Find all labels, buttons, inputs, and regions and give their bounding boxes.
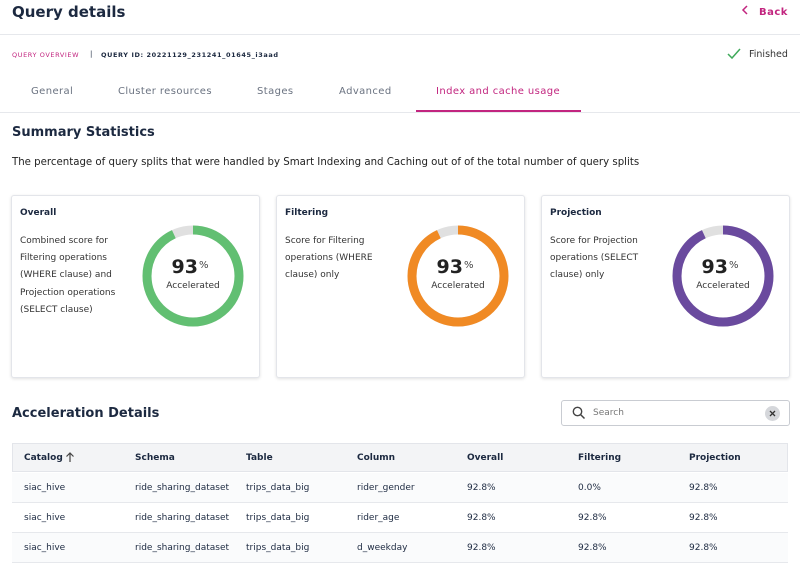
gauge-caption: Accelerated — [166, 281, 219, 291]
table-cell: siac_hive — [24, 543, 66, 553]
tab[interactable]: Advanced — [339, 86, 392, 97]
tab-divider — [0, 112, 800, 113]
table-cell: 92.8% — [689, 513, 718, 523]
chevron-icon — [741, 5, 748, 15]
card-text: Score for Projection operations (SELECT … — [550, 236, 639, 281]
gauge-unit: % — [729, 260, 739, 271]
table-cell: rider_gender — [357, 483, 415, 493]
table-cell: trips_data_big — [246, 543, 310, 553]
search-box[interactable]: Search — [561, 400, 790, 426]
gauge-unit: % — [464, 260, 474, 271]
gauge-number: 93 — [437, 256, 463, 278]
table-cell: trips_data_big — [246, 483, 310, 493]
back-link[interactable]: Back — [741, 5, 788, 18]
summary-card: Projection Score for Projection operation… — [541, 195, 790, 378]
table-row — [12, 503, 788, 533]
table-cell: ride_sharing_dataset — [135, 483, 230, 493]
column-header[interactable]: Table — [246, 453, 273, 463]
table-cell: 92.8% — [467, 543, 496, 553]
table-cell: siac_hive — [24, 513, 66, 523]
section-title: Summary Statistics — [12, 125, 155, 140]
check-icon — [727, 48, 741, 60]
table-cell: d_weekday — [357, 543, 408, 553]
gauge: 93 % Accelerated — [407, 225, 509, 327]
card-title: Overall — [20, 208, 57, 218]
table-cell: ride_sharing_dataset — [135, 543, 230, 553]
column-header[interactable]: Filtering — [578, 453, 622, 463]
section-title: Acceleration Details — [12, 406, 160, 421]
gauge-value: 93 — [702, 256, 728, 278]
table-cell: trips_data_big — [246, 513, 310, 523]
gauge-caption: Accelerated — [431, 281, 484, 291]
breadcrumb-separator: | — [90, 50, 93, 58]
summary-card: Filtering Score for Filtering operations … — [276, 195, 525, 378]
summary-card: Overall Combined score for Filtering oper… — [11, 195, 260, 378]
column-header[interactable]: Projection — [689, 453, 741, 463]
data-table: Catalog Schema Table Column Overall Filtering… — [12, 443, 788, 573]
gauge-number: 93 — [172, 256, 198, 278]
tab[interactable]: General — [31, 86, 74, 97]
card-title: Filtering — [285, 208, 329, 218]
gauge-caption: Accelerated — [696, 281, 749, 291]
status: Finished — [749, 49, 788, 60]
table-row — [12, 473, 788, 503]
sort-icon — [66, 452, 74, 462]
gauge-value: 93 — [437, 256, 463, 278]
table-cell: rider_age — [357, 513, 400, 523]
clear-icon[interactable] — [765, 406, 780, 421]
gauge-arc — [672, 225, 774, 327]
search-icon — [572, 406, 586, 420]
gauge-value: 93 — [172, 256, 198, 278]
tab[interactable]: Cluster resources — [118, 86, 212, 97]
column-header[interactable]: Schema — [135, 453, 175, 463]
gauge-number: 93 — [702, 256, 728, 278]
gauge-unit: % — [199, 260, 209, 271]
table-cell: siac_hive — [24, 483, 66, 493]
tab[interactable]: Stages — [257, 86, 294, 97]
table-cell: 92.8% — [578, 513, 607, 523]
table-cell: 92.8% — [689, 483, 718, 493]
card-text: Score for Filtering operations (WHERE cl… — [285, 236, 373, 281]
table-row — [12, 533, 788, 563]
table-cell: ride_sharing_dataset — [135, 513, 230, 523]
breadcrumb-overview[interactable]: QUERY OVERVIEW — [12, 51, 80, 59]
gauge-arc — [142, 225, 244, 327]
table-cell: 0.0% — [578, 483, 601, 493]
search-placeholder: Search — [593, 408, 624, 418]
divider — [0, 34, 800, 35]
table-cell: 92.8% — [578, 543, 607, 553]
table-cell: 92.8% — [467, 513, 496, 523]
column-header[interactable]: Column — [357, 453, 396, 463]
gauge-arc — [407, 225, 509, 327]
column-header[interactable]: Overall — [467, 453, 504, 463]
tab[interactable]: Index and cache usage — [436, 86, 561, 97]
section-description: The percentage of query splits that were… — [12, 157, 640, 168]
card-text: Combined score for Filtering operations … — [20, 236, 116, 315]
column-header[interactable]: Catalog — [24, 453, 63, 463]
table-cell: 92.8% — [689, 543, 718, 553]
page-title: Query details — [12, 3, 126, 21]
card-title: Projection — [550, 208, 602, 218]
back-text: Back — [759, 7, 788, 18]
gauge: 93 % Accelerated — [142, 225, 244, 327]
active-tab-indicator — [416, 110, 581, 112]
gauge: 93 % Accelerated — [672, 225, 774, 327]
table-cell: 92.8% — [467, 483, 496, 493]
query-id: QUERY ID: 20221129_231241_01645_i3aad — [101, 51, 279, 59]
sort-arrow — [66, 452, 74, 462]
table-header — [12, 443, 788, 472]
